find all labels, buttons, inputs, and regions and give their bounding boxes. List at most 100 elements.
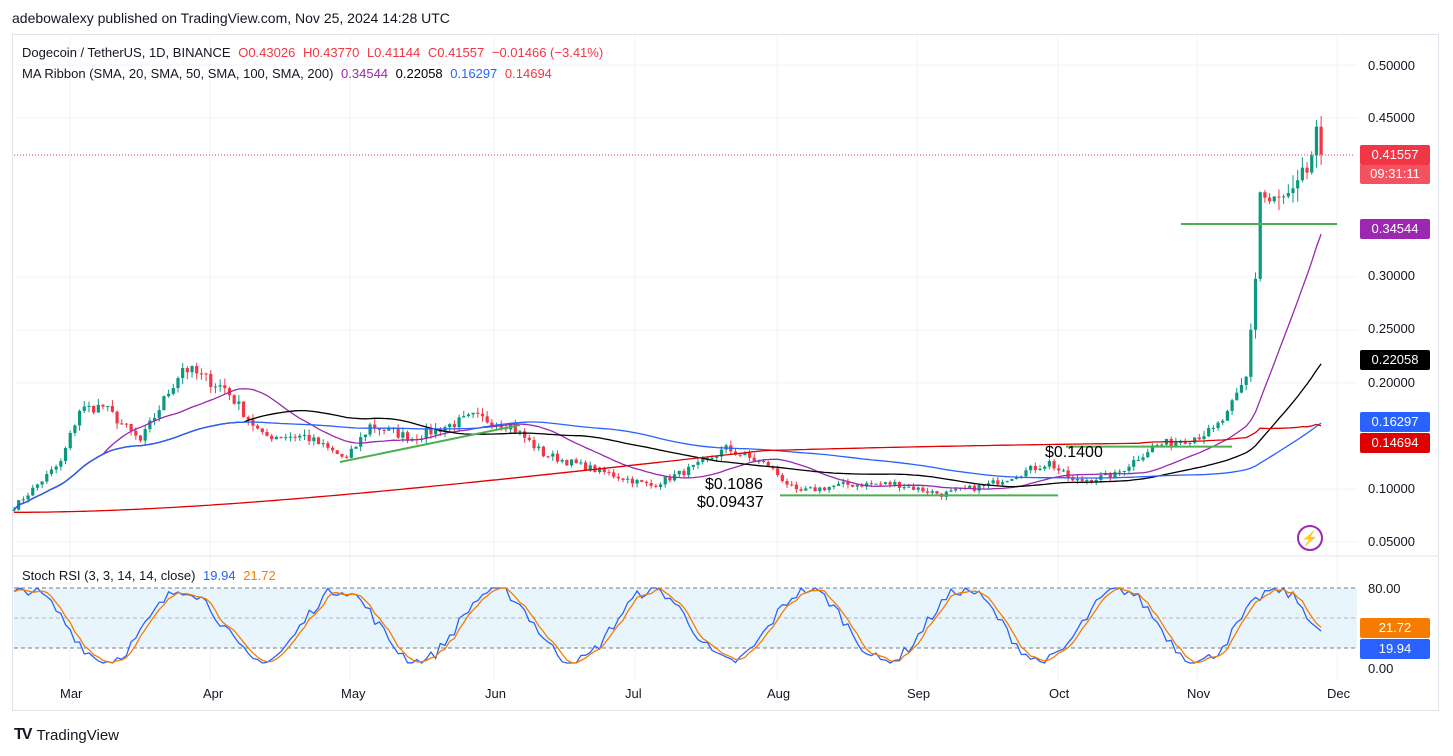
candle-body [916, 487, 920, 490]
candle-body [293, 436, 297, 438]
candle-body [836, 483, 841, 486]
candle-body [1118, 471, 1122, 473]
stoch-label: Stoch RSI (3, 3, 14, 14, close) [22, 568, 196, 583]
candle-body [888, 482, 892, 485]
footer-label: TradingView [36, 726, 119, 744]
candle-body [1282, 196, 1286, 198]
high-value: H0.43770 [302, 45, 360, 60]
candle-body [35, 484, 40, 488]
candle-body [1300, 167, 1304, 181]
candle-body [349, 448, 353, 458]
candle-body [799, 489, 803, 491]
candle-body [1000, 482, 1005, 485]
candle-body [841, 481, 845, 484]
candle-body [359, 437, 363, 447]
candle-body [284, 437, 288, 439]
annotation-0-1086: $0.1086 [705, 476, 763, 493]
candle-body [330, 447, 335, 451]
candle-body [223, 385, 227, 389]
footer-brand: TV TradingView [14, 726, 119, 744]
candle-body [598, 467, 602, 473]
time-tick: Jul [625, 686, 642, 701]
candle-body [532, 440, 536, 449]
candle-body [682, 470, 686, 476]
candle-body [569, 459, 574, 466]
candle-body [1207, 428, 1211, 437]
candle-body [579, 462, 583, 464]
candle-body [1071, 478, 1075, 481]
candle-body [1052, 461, 1056, 469]
candle-body [935, 491, 939, 494]
candle-body [874, 483, 878, 485]
candle-body [865, 483, 869, 487]
candle-body [298, 435, 302, 438]
candle-body [471, 412, 475, 415]
candle-body [1057, 468, 1061, 471]
candle-body [335, 450, 339, 455]
ma20-value: 0.34544 [341, 66, 389, 81]
candle-body [1291, 188, 1295, 194]
price-tick: 0.10000 [1368, 481, 1415, 496]
candle-body [621, 478, 625, 480]
candle-body [794, 484, 798, 490]
candle-body [855, 484, 859, 487]
candle-body [930, 491, 934, 493]
candle-body [368, 424, 372, 435]
candle-body [279, 436, 283, 439]
candle-body [738, 454, 742, 456]
price-tick: 0.05000 [1368, 534, 1415, 549]
ma-label: MA Ribbon (SMA, 20, SMA, 50, SMA, 100, S… [22, 66, 334, 81]
candle-body [907, 486, 911, 488]
candle-body [574, 459, 578, 464]
candle-body [1310, 155, 1314, 173]
candle-body [1047, 461, 1051, 467]
candle-body [654, 485, 658, 487]
stoch-rsi-lines [13, 586, 1322, 664]
candle-body [925, 491, 930, 493]
price-tick: 0.45000 [1368, 110, 1415, 125]
candle-body [822, 487, 827, 491]
close-value: C0.41557 [427, 45, 485, 60]
candle-body [1038, 468, 1042, 470]
candle-body [1211, 427, 1215, 429]
candle-body [45, 474, 49, 482]
candle-body [1127, 466, 1131, 471]
candle-body [986, 483, 991, 486]
candle-body [115, 411, 119, 424]
ma50-value: 0.22058 [395, 66, 443, 81]
countdown-tag: 09:31:11 [1360, 164, 1430, 184]
candle-body [644, 481, 649, 484]
candle-body [143, 429, 147, 441]
candle-body [1061, 470, 1066, 472]
candle-body [129, 423, 133, 431]
candle-body [911, 486, 916, 490]
candle-body [752, 457, 756, 462]
candle-body [612, 472, 616, 477]
candle-body [209, 373, 213, 387]
candle-body [626, 478, 630, 480]
time-tick: Mar [60, 686, 83, 701]
candle-body [677, 470, 681, 475]
annotation-0-1400: $0.1400 [1045, 444, 1103, 461]
candle-body [715, 456, 719, 458]
grid-lines [14, 36, 1357, 680]
candle-body [363, 434, 367, 438]
candle-body [537, 446, 541, 449]
ma-ribbon [13, 233, 1322, 513]
candle-body [256, 425, 260, 429]
candle-body [1263, 192, 1267, 198]
candle-body [968, 485, 972, 489]
candle-body [31, 487, 35, 496]
candle-body [583, 462, 588, 471]
candle-body [902, 487, 906, 489]
candle-body [1258, 192, 1262, 279]
lightning-icon[interactable]: ⚡ [1297, 525, 1323, 551]
candle-body [185, 368, 189, 373]
time-tick: Jun [485, 686, 506, 701]
candle-body [687, 466, 691, 476]
stoch-k-value: 19.94 [203, 568, 236, 583]
candle-body [780, 475, 784, 482]
candle-body [134, 430, 138, 436]
time-tick: Oct [1049, 686, 1070, 701]
